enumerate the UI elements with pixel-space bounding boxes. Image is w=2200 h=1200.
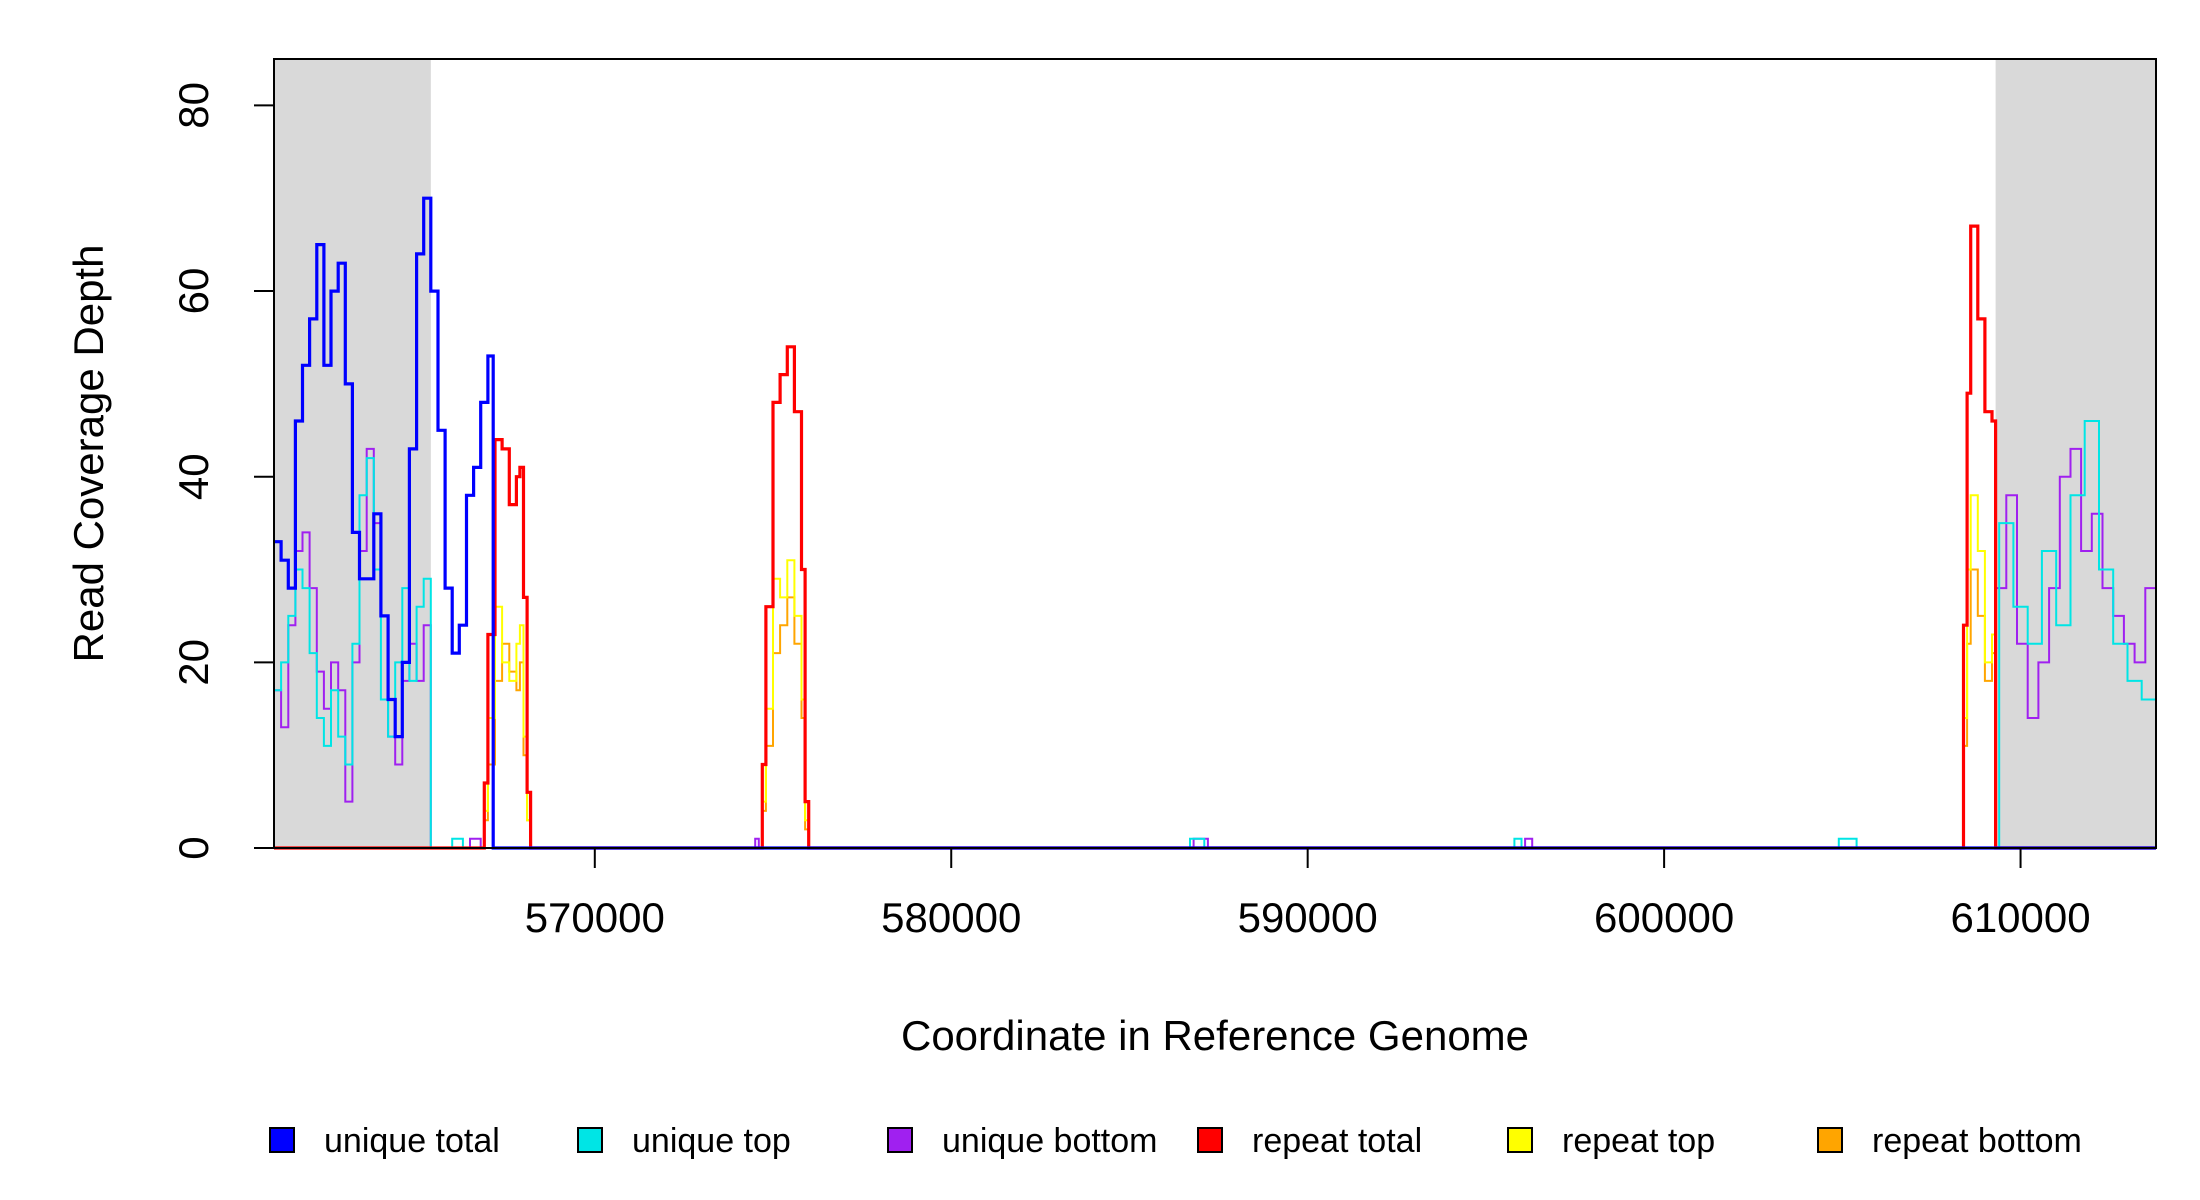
x-tick-label: 580000	[881, 894, 1021, 941]
series-line-repeat-top	[274, 494, 2156, 849]
y-tick-label: 80	[170, 82, 217, 129]
x-axis: 570000 580000 590000 600000 610000	[525, 848, 2091, 941]
legend-swatch	[887, 1127, 913, 1153]
x-tick-label: 590000	[1238, 894, 1378, 941]
legend-label: repeat top	[1562, 1122, 1715, 1160]
legend-label: unique total	[324, 1122, 500, 1160]
y-tick-label: 40	[170, 453, 217, 500]
legend: unique total unique top unique bottom repea…	[269, 1122, 2082, 1160]
plot-frame	[273, 58, 2157, 849]
legend-swatch	[577, 1127, 603, 1153]
legend-label: repeat total	[1252, 1122, 1422, 1160]
y-tick-label: 60	[170, 268, 217, 315]
y-axis: 0 20 40 60 80	[170, 82, 274, 860]
legend-label: repeat bottom	[1872, 1122, 2082, 1160]
series-line-repeat-total	[274, 224, 2156, 850]
x-axis-title: Coordinate in Reference Genome	[901, 1012, 1529, 1059]
legend-swatch	[269, 1127, 295, 1153]
series-lines	[274, 196, 2157, 850]
y-axis-title: Read Coverage Depth	[65, 245, 112, 663]
series-line-unique-bottom	[274, 447, 2157, 849]
series-line-repeat-bottom	[274, 568, 2156, 849]
y-tick-label: 20	[170, 639, 217, 686]
legend-label: unique bottom	[942, 1122, 1158, 1160]
shaded-regions	[274, 59, 2156, 848]
y-tick-label: 0	[170, 836, 217, 859]
series-line-unique-top	[274, 420, 2157, 849]
x-tick-label: 600000	[1594, 894, 1734, 941]
x-tick-label: 570000	[525, 894, 665, 941]
series-line-unique-total	[274, 196, 2156, 850]
legend-swatch	[1507, 1127, 1533, 1153]
legend-swatch	[1817, 1127, 1843, 1153]
legend-label: unique top	[632, 1122, 791, 1160]
shaded-region-1	[1995, 59, 2156, 848]
x-tick-label: 610000	[1950, 894, 2090, 941]
legend-swatch	[1197, 1127, 1223, 1153]
